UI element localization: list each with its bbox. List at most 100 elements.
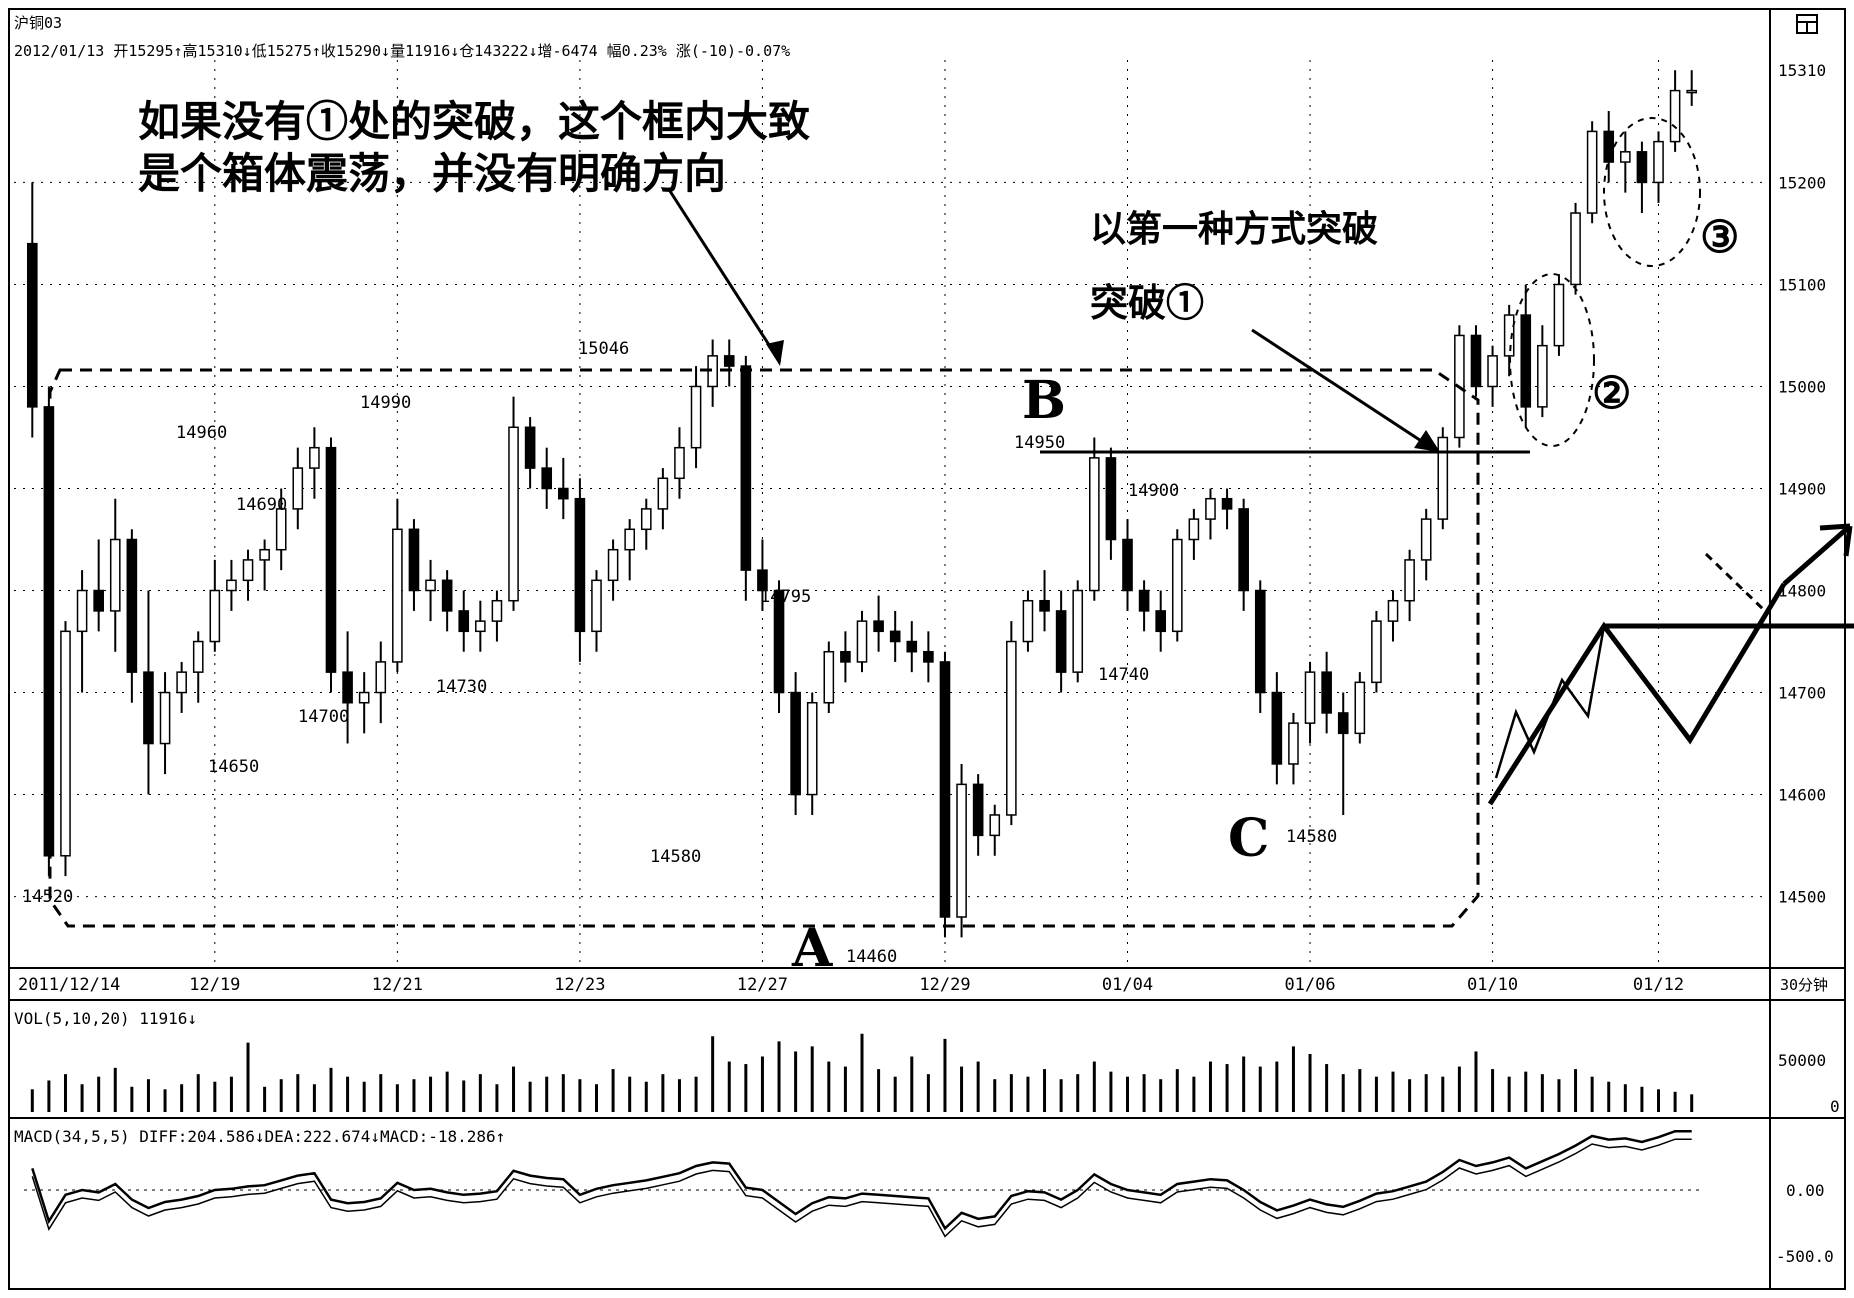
candle-body (425, 579, 436, 592)
candle-body (757, 569, 768, 592)
schematic-wave (1494, 625, 1606, 779)
candle-body (292, 467, 304, 510)
price-label: 14960 (176, 423, 227, 443)
price-label: 14700 (298, 707, 349, 727)
x-tick-label: 01/04 (1102, 975, 1153, 995)
candle-body (524, 426, 536, 469)
macd-tick: 0.00 (1786, 1181, 1825, 1200)
candle-body (1669, 89, 1681, 143)
candle-body (1387, 599, 1399, 622)
candle-body (93, 589, 104, 612)
candle-body (1039, 599, 1050, 612)
candle-body (840, 650, 851, 663)
price-label: 14795 (760, 587, 811, 607)
macd-diff-line (31, 1129, 1692, 1231)
price-label: 14950 (1014, 433, 1065, 453)
candle-body (76, 589, 88, 633)
label-C: C (1228, 808, 1270, 869)
y-tick-label: 15200 (1778, 173, 1826, 192)
candle-body (873, 620, 884, 633)
price-label: 14650 (208, 757, 259, 777)
candle-body (740, 365, 752, 571)
candle-body (806, 701, 818, 796)
price-label: 14900 (1128, 481, 1179, 501)
y-tick-label: 14700 (1778, 684, 1826, 703)
candle-body (624, 528, 635, 551)
candle-body (1271, 691, 1283, 765)
candle-body (1254, 589, 1266, 694)
candle-body (1586, 130, 1598, 214)
candle-body (541, 467, 553, 490)
candle-body (1089, 457, 1100, 592)
candle-body (1006, 640, 1017, 816)
candle-body (690, 385, 702, 449)
price-label: 14740 (1098, 665, 1149, 685)
candle-body (226, 579, 237, 592)
candle-body (1470, 334, 1482, 388)
volume-tick: 0 (1830, 1097, 1840, 1116)
candle-body (1570, 212, 1581, 286)
candle-body (956, 783, 967, 918)
candle-body (1155, 610, 1167, 633)
candle-body (1520, 314, 1532, 408)
candle-body (275, 508, 287, 551)
box-annotation-line2: 是个箱体震荡，并没有明确方向 (138, 149, 727, 198)
candle-body (392, 528, 403, 663)
x-tick-label: 12/27 (737, 975, 788, 995)
consolidation-box (48, 368, 1480, 928)
candle-body (823, 650, 835, 704)
price-label: 14460 (846, 947, 897, 967)
price-label: 14580 (1286, 827, 1337, 847)
x-tick-label: 01/06 (1284, 975, 1335, 995)
candle-body (856, 620, 868, 663)
volume-tick: 50000 (1778, 1051, 1826, 1070)
candle-body (607, 548, 619, 582)
candle-body (458, 610, 470, 633)
candle-body (491, 599, 503, 622)
candle-body (1420, 518, 1432, 561)
y-tick-label: 14600 (1778, 786, 1826, 805)
candle-body (26, 242, 38, 408)
breakout-arrow (1251, 328, 1433, 450)
x-tick-label: 12/29 (919, 975, 970, 995)
candle-body (1055, 610, 1067, 673)
label-B: B (1022, 370, 1066, 431)
method-annotation: 以第一种方式突破 (1090, 208, 1379, 250)
marker-2: ② (1592, 368, 1632, 419)
candle-body (1503, 314, 1515, 357)
candle-body (358, 691, 370, 704)
x-tick-label: 12/19 (189, 975, 240, 995)
candle-body (259, 548, 270, 561)
price-label: 14690 (236, 495, 287, 515)
candle-body (342, 671, 353, 704)
candle-body (773, 589, 785, 694)
candle-body (1238, 508, 1249, 592)
macd-tick: -500.0 (1776, 1247, 1834, 1266)
candle-body (441, 579, 453, 612)
marker-3: ③ (1700, 212, 1740, 263)
y-tick-label: 15100 (1778, 275, 1826, 294)
candle-body (309, 446, 320, 469)
candle-body (176, 671, 187, 694)
candle-body (1686, 89, 1698, 94)
candle-body (1122, 538, 1133, 592)
candle-body (1022, 599, 1034, 643)
window-icon[interactable] (1796, 14, 1818, 34)
candle-body (192, 640, 204, 673)
candle-body (906, 640, 918, 653)
candle-body (1603, 130, 1615, 163)
candle-body (126, 538, 138, 673)
candle-body (1171, 538, 1183, 633)
candle-body (1188, 518, 1200, 541)
candle-body (143, 671, 154, 745)
candle-body (408, 528, 420, 592)
candle-body (674, 446, 685, 480)
candle-body (1205, 497, 1216, 520)
candle-body (640, 508, 652, 531)
x-tick-label: 12/21 (372, 975, 423, 995)
x-tick-label: 12/23 (554, 975, 605, 995)
candle-body (574, 497, 586, 633)
candle-body (1404, 559, 1415, 602)
candle-body (109, 538, 121, 612)
candle-body (790, 691, 801, 796)
